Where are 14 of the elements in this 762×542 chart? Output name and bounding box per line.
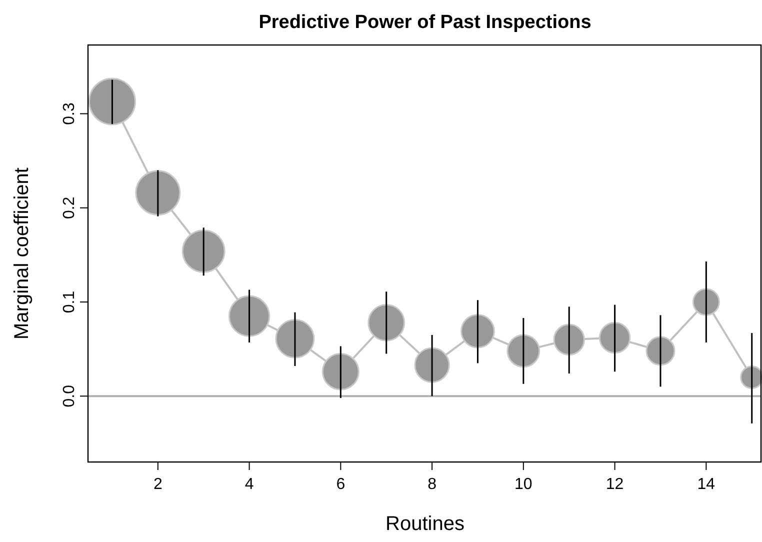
x-tick-label: 6 <box>336 476 346 493</box>
y-tick-label: 0.2 <box>61 196 78 219</box>
y-tick-label: 0.0 <box>61 384 78 408</box>
x-tick-label: 12 <box>606 476 624 493</box>
y-tick-label: 0.3 <box>61 102 78 125</box>
x-tick-label: 4 <box>244 476 254 493</box>
y-axis-title: Marginal coefficient <box>11 167 33 340</box>
y-tick-label: 0.1 <box>61 290 78 314</box>
chart-title: Predictive Power of Past Inspections <box>258 12 592 33</box>
x-tick-label: 8 <box>428 476 437 493</box>
x-tick-label: 10 <box>514 476 532 493</box>
x-tick-label: 2 <box>153 476 162 493</box>
x-tick-label: 14 <box>697 476 716 493</box>
x-axis-title: Routines <box>386 513 464 535</box>
